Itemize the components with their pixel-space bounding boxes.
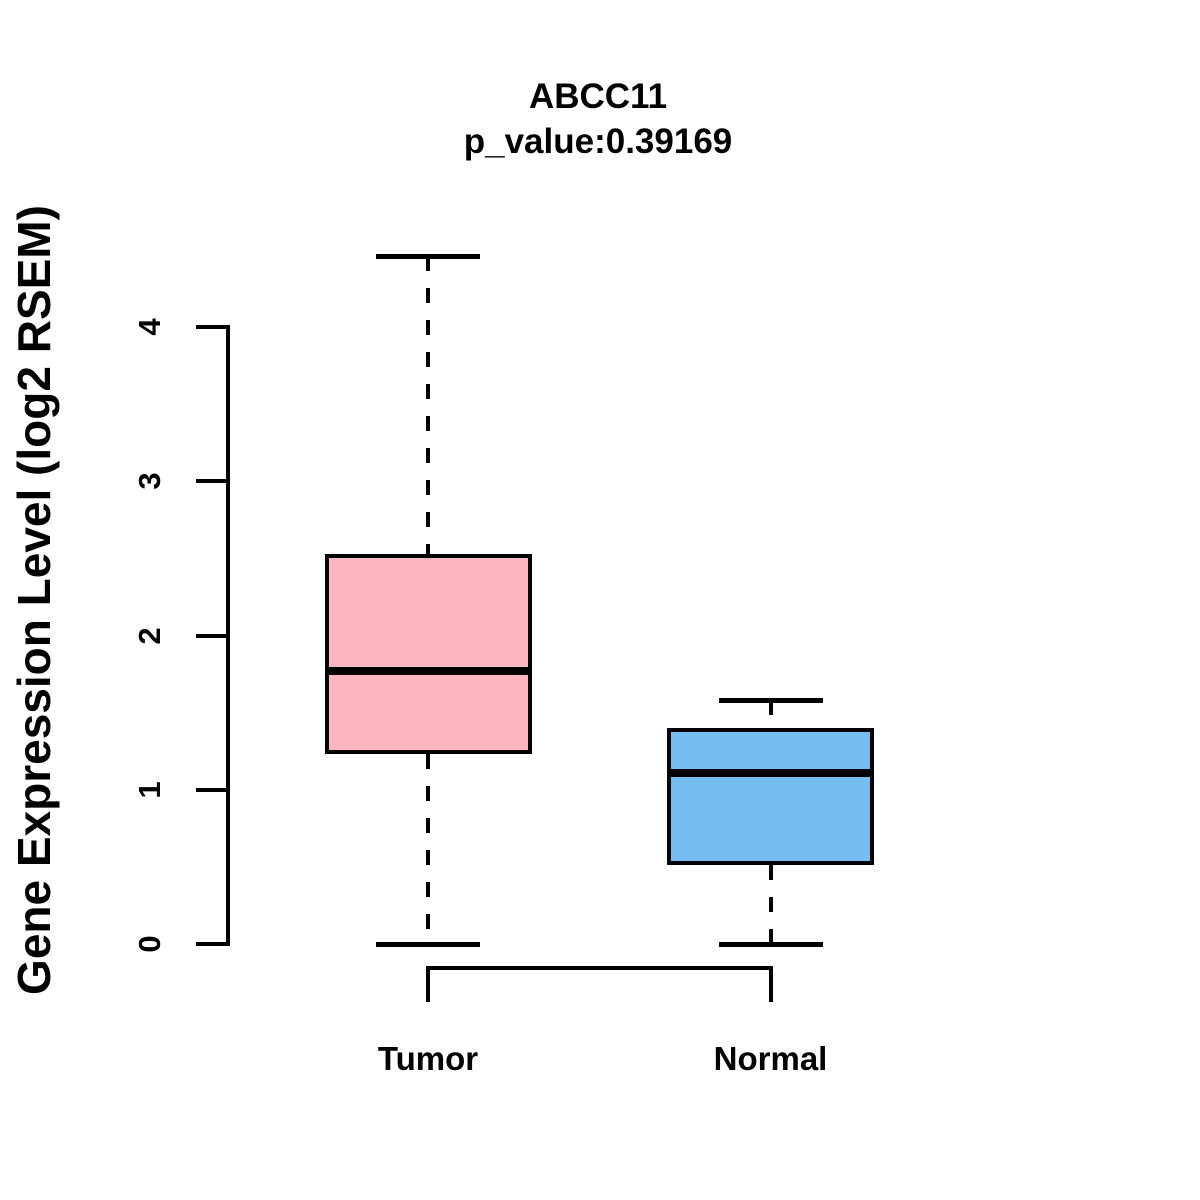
gene-title: ABCC11 xyxy=(528,77,668,116)
y-axis-label: Gene Expression Level (log2 RSEM) xyxy=(8,205,60,995)
x-axis-line xyxy=(426,966,773,970)
normal-upper-cap xyxy=(718,697,823,703)
y-axis-tick xyxy=(196,325,228,329)
normal-lower-whisker xyxy=(768,865,773,944)
y-axis-tick xyxy=(196,479,228,484)
tumor-lower-whisker xyxy=(426,754,430,944)
y-axis-tick-label: 4 xyxy=(132,318,167,336)
normal-axis-label: Normal xyxy=(713,1040,828,1077)
normal-median-line xyxy=(667,768,874,777)
x-axis-tick-tumor xyxy=(426,966,430,1002)
normal-upper-whisker xyxy=(768,700,773,729)
x-axis-tick-normal xyxy=(768,966,773,1002)
y-axis-tick-label: 3 xyxy=(132,472,167,490)
tumor-upper-cap xyxy=(376,253,480,259)
y-axis-tick-label: 2 xyxy=(132,626,167,645)
normal-box xyxy=(667,728,874,866)
y-axis-tick xyxy=(196,787,228,792)
y-axis-tick xyxy=(196,633,228,638)
y-axis-line xyxy=(226,325,230,946)
tumor-lower-cap xyxy=(376,941,480,947)
normal-lower-cap xyxy=(718,941,823,947)
y-axis-tick xyxy=(196,942,228,946)
y-axis-tick-label: 0 xyxy=(132,935,167,953)
p-value-subtitle: p_value:0.39169 xyxy=(463,122,733,161)
tumor-box xyxy=(324,553,532,755)
chart-title-block: ABCC11 p_value:0.39169 xyxy=(228,74,968,164)
tumor-upper-whisker xyxy=(426,256,430,554)
tumor-median-line xyxy=(324,666,532,675)
y-axis-tick-label: 1 xyxy=(132,781,167,799)
tumor-axis-label: Tumor xyxy=(377,1040,479,1077)
